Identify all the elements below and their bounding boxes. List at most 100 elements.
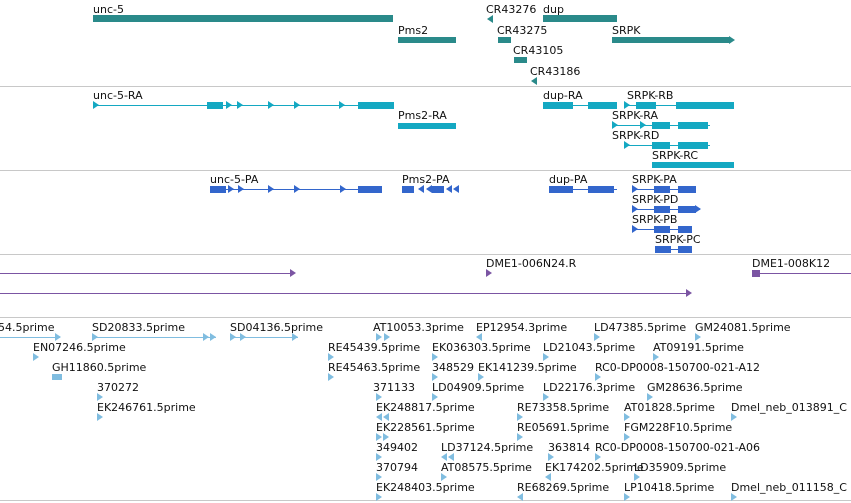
- protein-exon[interactable]: [678, 226, 692, 233]
- est-label[interactable]: 370794: [376, 461, 418, 474]
- transcript-exon[interactable]: [268, 101, 274, 109]
- protein-exon[interactable]: [588, 186, 614, 193]
- protein-exon[interactable]: [678, 206, 696, 213]
- est-label[interactable]: EK141239.5prime: [478, 361, 577, 374]
- est-label[interactable]: RE45439.5prime: [328, 341, 421, 354]
- protein-exon[interactable]: [228, 185, 234, 193]
- transcript-exon[interactable]: [636, 102, 656, 109]
- transcript-exon[interactable]: [588, 102, 617, 109]
- est-arrow[interactable]: [653, 353, 659, 361]
- gene-label[interactable]: CR43275: [497, 24, 548, 37]
- gene-label[interactable]: SRPK: [612, 24, 641, 37]
- protein-exon[interactable]: [210, 186, 226, 193]
- est-arrow[interactable]: [624, 413, 630, 421]
- protein-exon[interactable]: [432, 186, 444, 193]
- est-arrow[interactable]: [517, 433, 523, 441]
- protein-exon[interactable]: [453, 185, 459, 193]
- est-arrow[interactable]: [383, 413, 389, 421]
- est-arrow[interactable]: [517, 413, 523, 421]
- est-label[interactable]: GM24081.5prime: [695, 321, 791, 334]
- transcript-exon[interactable]: [339, 101, 345, 109]
- transcript-exon[interactable]: [678, 142, 708, 149]
- est-arrow[interactable]: [432, 373, 438, 381]
- protein-exon[interactable]: [238, 185, 244, 193]
- est-feature[interactable]: [52, 374, 62, 380]
- clone-line[interactable]: [0, 293, 688, 294]
- est-label[interactable]: 370272: [97, 381, 139, 394]
- clone-end-arrow[interactable]: [486, 269, 492, 277]
- est-label[interactable]: Dmel_neb_013891_C: [731, 401, 847, 414]
- protein-label[interactable]: SRPK-PC: [655, 233, 701, 246]
- est-arrow[interactable]: [328, 353, 334, 361]
- gene-label[interactable]: Pms2: [398, 24, 429, 37]
- est-label[interactable]: EK174202.5prime: [545, 461, 644, 474]
- est-arrow[interactable]: [328, 373, 334, 381]
- transcript-exon[interactable]: [652, 122, 670, 129]
- gene-label[interactable]: CR43105: [513, 44, 564, 57]
- est-label[interactable]: LP10418.5prime: [624, 481, 715, 494]
- transcript-exon[interactable]: [294, 101, 300, 109]
- transcript-label[interactable]: SRPK-RC: [652, 149, 699, 162]
- est-label[interactable]: Dmel_neb_011158_C: [731, 481, 847, 494]
- est-label[interactable]: LD04909.5prime: [432, 381, 525, 394]
- est-arrow[interactable]: [292, 333, 298, 341]
- est-arrow[interactable]: [595, 373, 601, 381]
- est-arrow[interactable]: [595, 453, 601, 461]
- est-arrow[interactable]: [230, 333, 236, 341]
- protein-exon[interactable]: [678, 186, 696, 193]
- est-label[interactable]: GH11860.5prime: [52, 361, 147, 374]
- est-arrow[interactable]: [376, 393, 382, 401]
- est-arrow[interactable]: [731, 413, 737, 421]
- est-label[interactable]: EP12954.3prime: [476, 321, 568, 334]
- gene-feature[interactable]: [498, 37, 511, 43]
- clone-line[interactable]: [756, 273, 851, 274]
- est-arrow[interactable]: [647, 393, 653, 401]
- transcript-feature[interactable]: [398, 123, 456, 129]
- est-arrow[interactable]: [432, 393, 438, 401]
- gene-feature[interactable]: [514, 57, 527, 63]
- transcript-exon[interactable]: [640, 121, 646, 129]
- est-label[interactable]: 363814: [548, 441, 590, 454]
- clone-label[interactable]: DME1-008K12: [752, 257, 831, 270]
- est-arrow[interactable]: [543, 393, 549, 401]
- est-feature[interactable]: [92, 337, 216, 338]
- transcript-feature[interactable]: [93, 101, 99, 109]
- est-label[interactable]: 349402: [376, 441, 418, 454]
- transcript-exon[interactable]: [624, 141, 630, 149]
- clone-end-arrow[interactable]: [290, 269, 296, 277]
- gene-feature[interactable]: [398, 37, 456, 43]
- protein-exon[interactable]: [549, 186, 573, 193]
- transcript-exon[interactable]: [207, 102, 223, 109]
- clone-label[interactable]: DME1-006N24.R: [486, 257, 577, 270]
- est-arrow[interactable]: [92, 333, 98, 341]
- clone-line[interactable]: [0, 273, 292, 274]
- est-label[interactable]: 371133: [373, 381, 415, 394]
- est-label[interactable]: EK248403.5prime: [376, 481, 475, 494]
- transcript-exon[interactable]: [676, 102, 734, 109]
- transcript-exon[interactable]: [226, 101, 232, 109]
- est-label[interactable]: EN07246.5prime: [33, 341, 126, 354]
- protein-label[interactable]: SRPK-PA: [632, 173, 677, 186]
- protein-exon[interactable]: [654, 186, 670, 193]
- protein-exon[interactable]: [358, 186, 382, 193]
- gene-feature[interactable]: [487, 15, 493, 23]
- transcript-exon[interactable]: [237, 101, 243, 109]
- est-label[interactable]: RC0-DP0008-150700-021-A06: [595, 441, 761, 454]
- est-label[interactable]: LD35909.5prime: [634, 461, 727, 474]
- transcript-exon[interactable]: [678, 122, 708, 129]
- gene-label[interactable]: unc-5: [93, 3, 124, 16]
- est-arrow[interactable]: [441, 453, 447, 461]
- protein-exon[interactable]: [446, 185, 452, 193]
- gene-label[interactable]: dup: [543, 3, 564, 16]
- est-label[interactable]: RE05691.5prime: [517, 421, 610, 434]
- protein-exon[interactable]: [418, 185, 424, 193]
- est-arrow[interactable]: [731, 493, 737, 501]
- protein-label[interactable]: SRPK-PD: [632, 193, 679, 206]
- est-label[interactable]: AT08575.5prime: [441, 461, 532, 474]
- protein-exon[interactable]: [695, 205, 701, 213]
- est-arrow[interactable]: [240, 333, 246, 341]
- est-arrow[interactable]: [376, 493, 382, 501]
- transcript-exon[interactable]: [358, 102, 394, 109]
- gene-feature[interactable]: [531, 77, 537, 85]
- est-arrow[interactable]: [376, 473, 382, 481]
